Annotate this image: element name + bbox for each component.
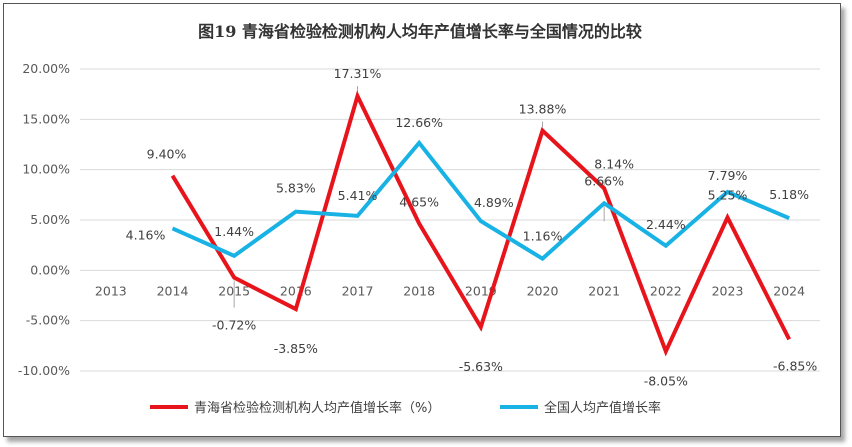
data-label: 5.83% bbox=[276, 181, 316, 196]
label-leader-lines bbox=[233, 86, 605, 308]
legend-label-1: 青海省检验检测机构人均产值增长率（%） bbox=[194, 400, 440, 416]
x-axis-tick-labels: 2013 2014 2015 2016 2017 2018 2019 2020 2021 2022… bbox=[95, 283, 805, 298]
data-label: 4.89% bbox=[474, 195, 514, 210]
chart-title: 图19 青海省检验检测机构人均年产值增长率与全国情况的比较 bbox=[198, 22, 642, 41]
data-label: 9.40% bbox=[147, 147, 187, 162]
data-label: -8.05% bbox=[644, 373, 688, 388]
data-label: -5.63% bbox=[459, 359, 503, 374]
data-labels: 9.40% -0.72% -3.85% 17.31% 4.65% -5.63% 13.88%… bbox=[126, 66, 818, 388]
x-tick-label: 2016 bbox=[280, 283, 312, 298]
y-tick-label: -10.00% bbox=[18, 363, 70, 378]
x-tick-label: 2013 bbox=[95, 283, 127, 298]
data-label: 2.44% bbox=[646, 217, 686, 232]
x-tick-label: 2014 bbox=[157, 283, 189, 298]
data-label: 4.16% bbox=[126, 227, 166, 242]
data-label: 17.31% bbox=[334, 66, 382, 81]
data-label: 7.79% bbox=[708, 168, 748, 183]
data-label: -3.85% bbox=[274, 341, 318, 356]
x-tick-label: 2021 bbox=[588, 283, 620, 298]
data-label: 1.16% bbox=[523, 229, 563, 244]
data-label: -6.85% bbox=[773, 358, 817, 373]
x-tick-label: 2024 bbox=[773, 283, 805, 298]
data-label: 5.25% bbox=[708, 187, 748, 202]
x-tick-label: 2023 bbox=[712, 283, 744, 298]
data-label: 12.66% bbox=[395, 115, 443, 130]
x-tick-label: 2017 bbox=[342, 283, 374, 298]
y-tick-label: 0.00% bbox=[30, 262, 70, 277]
data-label: 13.88% bbox=[519, 102, 567, 117]
gridlines bbox=[80, 68, 820, 372]
series-line-1 bbox=[170, 90, 791, 357]
y-tick-label: 15.00% bbox=[22, 111, 70, 126]
x-tick-label: 2022 bbox=[650, 283, 682, 298]
y-tick-label: -5.00% bbox=[26, 313, 70, 328]
series-lines bbox=[170, 90, 791, 357]
y-tick-label: 20.00% bbox=[22, 61, 70, 76]
series-line-2 bbox=[171, 139, 790, 262]
data-label: 5.18% bbox=[769, 187, 809, 202]
data-label: 1.44% bbox=[214, 224, 254, 239]
legend-label-2: 全国人均产值增长率 bbox=[544, 400, 661, 416]
data-label: 8.14% bbox=[594, 156, 634, 171]
x-tick-label: 2020 bbox=[527, 283, 559, 298]
data-label: -0.72% bbox=[212, 318, 256, 333]
y-axis-tick-labels: -10.00% -5.00% 0.00% 5.00% 10.00% 15.00% 20.00… bbox=[18, 61, 70, 378]
data-label: 4.65% bbox=[399, 195, 439, 210]
data-label: 5.41% bbox=[338, 188, 378, 203]
y-tick-label: 5.00% bbox=[30, 212, 70, 227]
legend: 青海省检验检测机构人均产值增长率（%） 全国人均产值增长率 bbox=[150, 400, 661, 416]
x-tick-label: 2019 bbox=[465, 283, 497, 298]
y-tick-label: 10.00% bbox=[22, 162, 70, 177]
data-label: 6.66% bbox=[584, 173, 624, 188]
x-tick-label: 2018 bbox=[403, 283, 435, 298]
